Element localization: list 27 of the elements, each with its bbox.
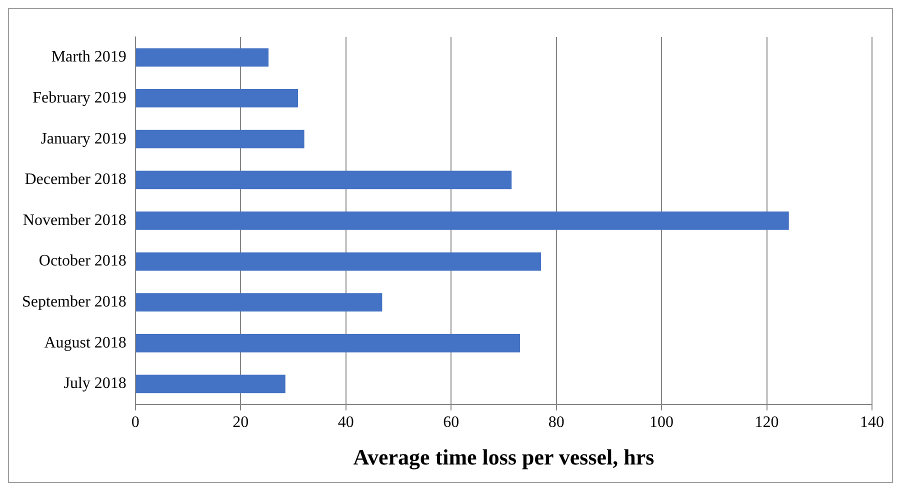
bar [136,212,789,230]
bar [136,48,269,67]
y-tick-label: January 2019 [40,130,126,148]
bar [136,334,520,352]
y-tick-label: November 2018 [22,212,126,229]
x-tick-label: 100 [650,414,674,432]
bar [136,170,512,190]
x-tick-label: 60 [443,414,460,432]
y-tick-label: July 2018 [64,375,126,392]
y-tick-label: December 2018 [24,171,126,188]
bar [136,252,542,271]
bar [136,293,382,312]
y-tick-label: Marth 2019 [51,48,126,66]
bar [136,89,298,108]
y-tick-label: September 2018 [22,294,126,311]
x-tick-label: 20 [232,414,249,432]
y-tick-label: October 2018 [38,252,126,270]
x-tick-label: 140 [860,414,884,432]
x-tick-label: 80 [548,414,564,432]
x-tick-label: 120 [754,414,779,432]
x-tick-label: 0 [131,414,140,432]
y-tick-label: February 2019 [32,89,126,106]
x-tick-label: 40 [338,414,354,432]
y-tick-label: August 2018 [44,334,126,352]
bar [136,130,304,148]
bar [136,374,286,394]
x-axis-title: Average time loss per vessel, hrs [353,444,655,470]
